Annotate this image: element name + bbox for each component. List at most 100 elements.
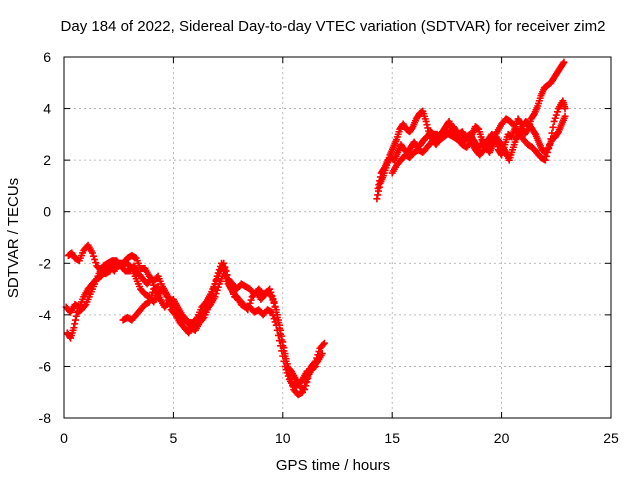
data-point <box>214 283 222 291</box>
data-point <box>281 362 289 370</box>
data-point <box>267 292 275 300</box>
data-point <box>312 362 320 370</box>
data-point <box>165 299 173 307</box>
data-point <box>221 263 229 271</box>
y-tick-label: -8 <box>39 410 52 426</box>
grid <box>64 57 611 418</box>
data-point <box>211 293 219 301</box>
data-point <box>523 126 531 134</box>
data-point <box>284 372 292 380</box>
x-tick-label: 25 <box>603 430 619 446</box>
data-point <box>301 382 309 390</box>
x-tick-label: 5 <box>170 430 178 446</box>
data-point <box>283 369 291 377</box>
data-point <box>548 129 556 137</box>
data-point <box>164 296 172 304</box>
data-point <box>166 302 174 310</box>
data-point <box>81 302 89 310</box>
data-point <box>546 141 554 149</box>
data-point <box>551 114 559 122</box>
data-point <box>270 299 278 307</box>
data-point <box>70 324 78 332</box>
data-point <box>149 288 157 296</box>
data-point <box>561 105 569 113</box>
data-point <box>271 302 279 310</box>
x-tick-label: 20 <box>494 430 510 446</box>
chart-title: Day 184 of 2022, Sidereal Day-to-day VTE… <box>61 18 606 35</box>
data-points <box>62 58 569 399</box>
data-point <box>552 111 560 119</box>
data-point <box>553 108 561 116</box>
data-point <box>269 296 277 304</box>
data-point <box>269 312 277 320</box>
data-point <box>279 338 287 346</box>
data-point <box>277 342 285 350</box>
data-point <box>282 366 290 374</box>
data-point <box>423 121 431 129</box>
data-point <box>268 293 276 301</box>
data-point <box>274 331 282 339</box>
data-point <box>314 351 322 359</box>
y-tick-label: -6 <box>39 358 52 374</box>
data-point <box>541 156 549 164</box>
data-point <box>424 124 432 132</box>
data-point <box>268 308 276 316</box>
data-point <box>315 348 323 356</box>
data-point <box>375 181 383 189</box>
data-point <box>320 339 328 347</box>
data-point <box>247 296 255 304</box>
data-point <box>376 177 384 185</box>
data-point <box>547 135 555 143</box>
y-tick-label: -4 <box>39 307 52 323</box>
data-point <box>212 290 220 298</box>
data-point <box>542 152 550 160</box>
y-axis-label: SDTVAR / TECUs <box>5 178 22 298</box>
data-point <box>313 354 321 362</box>
data-point <box>220 259 228 267</box>
data-point <box>278 347 286 355</box>
data-point <box>560 58 568 66</box>
y-tick-labels: -8 -6 -4 -2 0 2 4 6 <box>39 49 52 426</box>
data-point <box>559 59 567 67</box>
data-point <box>545 145 553 153</box>
y-tick-label: 2 <box>43 152 51 168</box>
x-tick-labels: 0 5 10 15 20 25 <box>60 430 619 446</box>
data-point <box>88 249 96 257</box>
data-point <box>272 321 280 329</box>
data-point <box>213 286 221 294</box>
data-point <box>544 148 552 156</box>
data-point <box>422 117 430 125</box>
data-point <box>298 388 306 396</box>
data-point <box>71 316 79 324</box>
y-tick-label: -2 <box>39 255 52 271</box>
data-point <box>271 318 279 326</box>
data-point <box>374 185 382 193</box>
data-point <box>272 306 280 314</box>
data-point <box>561 112 569 120</box>
data-point <box>300 385 308 393</box>
x-tick-label: 15 <box>384 430 400 446</box>
x-axis-label: GPS time / hours <box>276 457 390 474</box>
data-point <box>374 191 382 199</box>
y-tick-label: 4 <box>43 101 51 117</box>
y-tick-label: 0 <box>43 204 51 220</box>
data-point <box>550 117 558 125</box>
data-point <box>273 326 281 334</box>
data-point <box>72 312 80 320</box>
data-point <box>373 195 381 203</box>
data-point <box>163 293 171 301</box>
data-point <box>91 255 99 263</box>
data-point <box>154 282 162 290</box>
data-point <box>549 123 557 131</box>
data-point <box>279 352 287 360</box>
data-point <box>270 315 278 323</box>
x-tick-label: 10 <box>275 430 291 446</box>
data-point <box>146 295 154 303</box>
data-point <box>90 252 98 260</box>
data-point <box>276 337 284 345</box>
data-point <box>280 357 288 365</box>
data-point <box>319 341 327 349</box>
axis-ticks <box>63 56 612 419</box>
plot-frame <box>63 56 612 419</box>
